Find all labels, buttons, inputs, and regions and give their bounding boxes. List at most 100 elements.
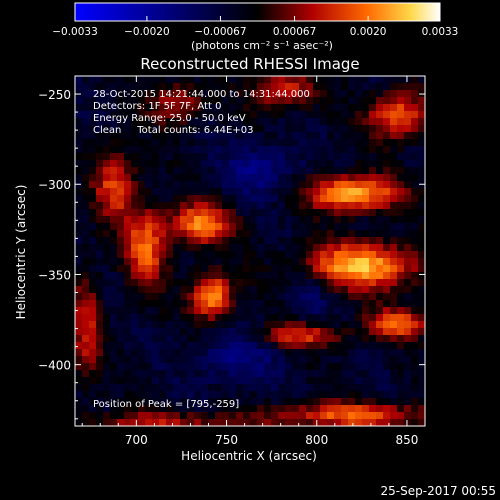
heatmap-cell — [229, 244, 237, 252]
heatmap-cell — [348, 90, 356, 98]
heatmap-cell — [383, 279, 391, 287]
heatmap-cell — [264, 111, 272, 119]
heatmap-cell — [250, 328, 258, 336]
heatmap-cell — [299, 391, 307, 399]
heatmap-cell — [418, 153, 426, 161]
y-tick-label: −400 — [38, 359, 71, 373]
heatmap-cell — [180, 132, 188, 140]
heatmap-cell — [201, 188, 209, 196]
heatmap-cell — [124, 181, 132, 189]
heatmap-cell — [131, 160, 139, 168]
heatmap-cell — [334, 272, 342, 280]
heatmap-cell — [278, 377, 286, 385]
heatmap-cell — [404, 349, 412, 357]
heatmap-cell — [89, 195, 97, 203]
heatmap-cell — [229, 125, 237, 133]
heatmap-cell — [236, 202, 244, 210]
heatmap-cell — [145, 370, 153, 378]
heatmap-cell — [341, 160, 349, 168]
heatmap-cell — [327, 363, 335, 371]
heatmap-cell — [236, 321, 244, 329]
heatmap-cell — [327, 307, 335, 315]
heatmap-cell — [187, 139, 195, 147]
heatmap-cell — [180, 398, 188, 406]
heatmap-cell — [404, 202, 412, 210]
heatmap-cell — [215, 419, 223, 427]
heatmap-cell — [362, 314, 370, 322]
heatmap-cell — [173, 314, 181, 322]
heatmap-cell — [229, 321, 237, 329]
heatmap-cell — [264, 223, 272, 231]
heatmap-cell — [285, 195, 293, 203]
colorbar: −0.0033 −0.0020 −0.00067 0.00067 0.0020 0.003… — [52, 2, 458, 52]
heatmap-cell — [222, 104, 230, 112]
heatmap-cell — [75, 223, 83, 231]
heatmap-cell — [390, 391, 398, 399]
heatmap-cell — [159, 405, 167, 413]
heatmap-cell — [383, 146, 391, 154]
heatmap-cell — [299, 293, 307, 301]
heatmap-cell — [117, 90, 125, 98]
heatmap-cell — [348, 146, 356, 154]
heatmap-cell — [362, 363, 370, 371]
heatmap-cell — [208, 209, 216, 217]
heatmap-cell — [236, 307, 244, 315]
heatmap-cell — [117, 363, 125, 371]
heatmap-cell — [271, 209, 279, 217]
heatmap-cell — [334, 258, 342, 266]
heatmap-cell — [257, 104, 265, 112]
heatmap-cell — [362, 307, 370, 315]
heatmap-cell — [250, 160, 258, 168]
heatmap-cell — [348, 118, 356, 126]
heatmap-cell — [173, 223, 181, 231]
heatmap-cell — [215, 125, 223, 133]
heatmap-cell — [355, 237, 363, 245]
heatmap-cell — [411, 223, 419, 231]
heatmap-cell — [243, 188, 251, 196]
heatmap-cell — [194, 328, 202, 336]
heatmap-cell — [194, 125, 202, 133]
heatmap-cell — [348, 83, 356, 91]
heatmap-cell — [229, 174, 237, 182]
heatmap-cell — [236, 258, 244, 266]
heatmap-cell — [341, 76, 349, 84]
heatmap-cell — [117, 83, 125, 91]
heatmap-cell — [131, 97, 139, 105]
heatmap-cell — [306, 384, 314, 392]
heatmap-cell — [327, 328, 335, 336]
heatmap-cell — [376, 244, 384, 252]
heatmap-cell — [110, 279, 118, 287]
heatmap-cell — [292, 370, 300, 378]
heatmap-cell — [418, 398, 426, 406]
heatmap-cell — [257, 300, 265, 308]
heatmap-cell — [229, 132, 237, 140]
heatmap-cell — [362, 188, 370, 196]
heatmap-cell — [82, 335, 90, 343]
heatmap-cell — [299, 244, 307, 252]
heatmap-cell — [152, 405, 160, 413]
heatmap-cell — [369, 83, 377, 91]
heatmap-cell — [334, 174, 342, 182]
heatmap-cell — [341, 321, 349, 329]
heatmap-cell — [215, 76, 223, 84]
heatmap-cell — [124, 146, 132, 154]
heatmap-cell — [187, 237, 195, 245]
heatmap-cell — [292, 405, 300, 413]
heatmap-cell — [194, 153, 202, 161]
heatmap-cell — [320, 419, 328, 427]
heatmap-cell — [124, 405, 132, 413]
heatmap-cell — [173, 230, 181, 238]
heatmap-cell — [124, 118, 132, 126]
heatmap-cell — [152, 258, 160, 266]
heatmap-cell — [411, 272, 419, 280]
heatmap-cell — [117, 244, 125, 252]
heatmap-cell — [208, 146, 216, 154]
heatmap-cell — [166, 230, 174, 238]
heatmap-cell — [229, 384, 237, 392]
heatmap-cell — [418, 419, 426, 427]
heatmap-cell — [103, 132, 111, 140]
heatmap-cell — [229, 391, 237, 399]
heatmap-cell — [229, 230, 237, 238]
heatmap-cell — [397, 321, 405, 329]
heatmap-cell — [411, 118, 419, 126]
